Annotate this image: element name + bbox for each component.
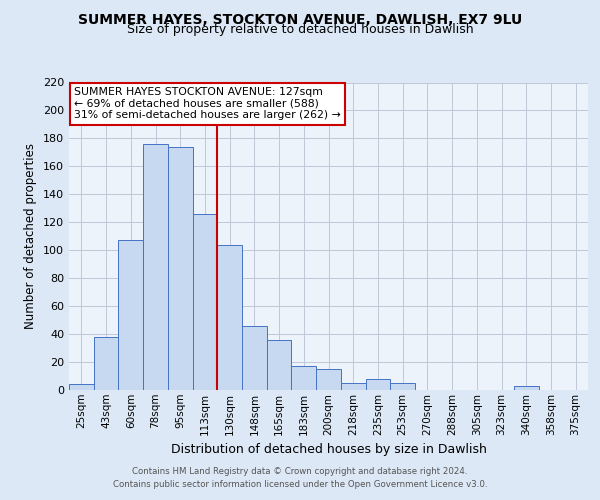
Bar [69, 384, 94, 390]
Bar [316, 369, 341, 390]
Bar [341, 383, 365, 390]
Text: SUMMER HAYES STOCKTON AVENUE: 127sqm
← 69% of detached houses are smaller (588)
: SUMMER HAYES STOCKTON AVENUE: 127sqm ← 6… [74, 87, 341, 120]
Bar [514, 386, 539, 390]
Bar [168, 147, 193, 390]
Bar [193, 214, 217, 390]
Text: SUMMER HAYES, STOCKTON AVENUE, DAWLISH, EX7 9LU: SUMMER HAYES, STOCKTON AVENUE, DAWLISH, … [78, 12, 522, 26]
Bar [292, 366, 316, 390]
Bar [143, 144, 168, 390]
Bar [365, 379, 390, 390]
Bar [242, 326, 267, 390]
Text: Size of property relative to detached houses in Dawlish: Size of property relative to detached ho… [127, 24, 473, 36]
Bar [390, 383, 415, 390]
Y-axis label: Number of detached properties: Number of detached properties [25, 143, 37, 329]
Text: Contains HM Land Registry data © Crown copyright and database right 2024.: Contains HM Land Registry data © Crown c… [132, 467, 468, 476]
Bar [94, 337, 118, 390]
Text: Contains public sector information licensed under the Open Government Licence v3: Contains public sector information licen… [113, 480, 487, 489]
X-axis label: Distribution of detached houses by size in Dawlish: Distribution of detached houses by size … [170, 443, 487, 456]
Bar [118, 240, 143, 390]
Bar [217, 244, 242, 390]
Bar [267, 340, 292, 390]
